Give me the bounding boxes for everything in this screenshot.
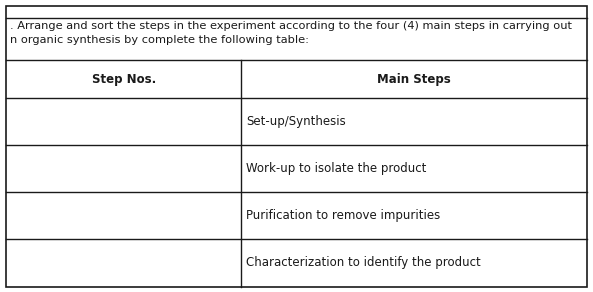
Text: Purification to remove impurities: Purification to remove impurities xyxy=(246,209,441,222)
Text: . Arrange and sort the steps in the experiment according to the four (4) main st: . Arrange and sort the steps in the expe… xyxy=(10,21,572,31)
Text: Step Nos.: Step Nos. xyxy=(91,72,156,86)
Text: n organic synthesis by complete the following table:: n organic synthesis by complete the foll… xyxy=(10,35,309,45)
Text: Main Steps: Main Steps xyxy=(377,72,451,86)
Text: Characterization to identify the product: Characterization to identify the product xyxy=(246,256,481,269)
Text: Set-up/Synthesis: Set-up/Synthesis xyxy=(246,115,346,128)
Text: Work-up to isolate the product: Work-up to isolate the product xyxy=(246,162,427,175)
